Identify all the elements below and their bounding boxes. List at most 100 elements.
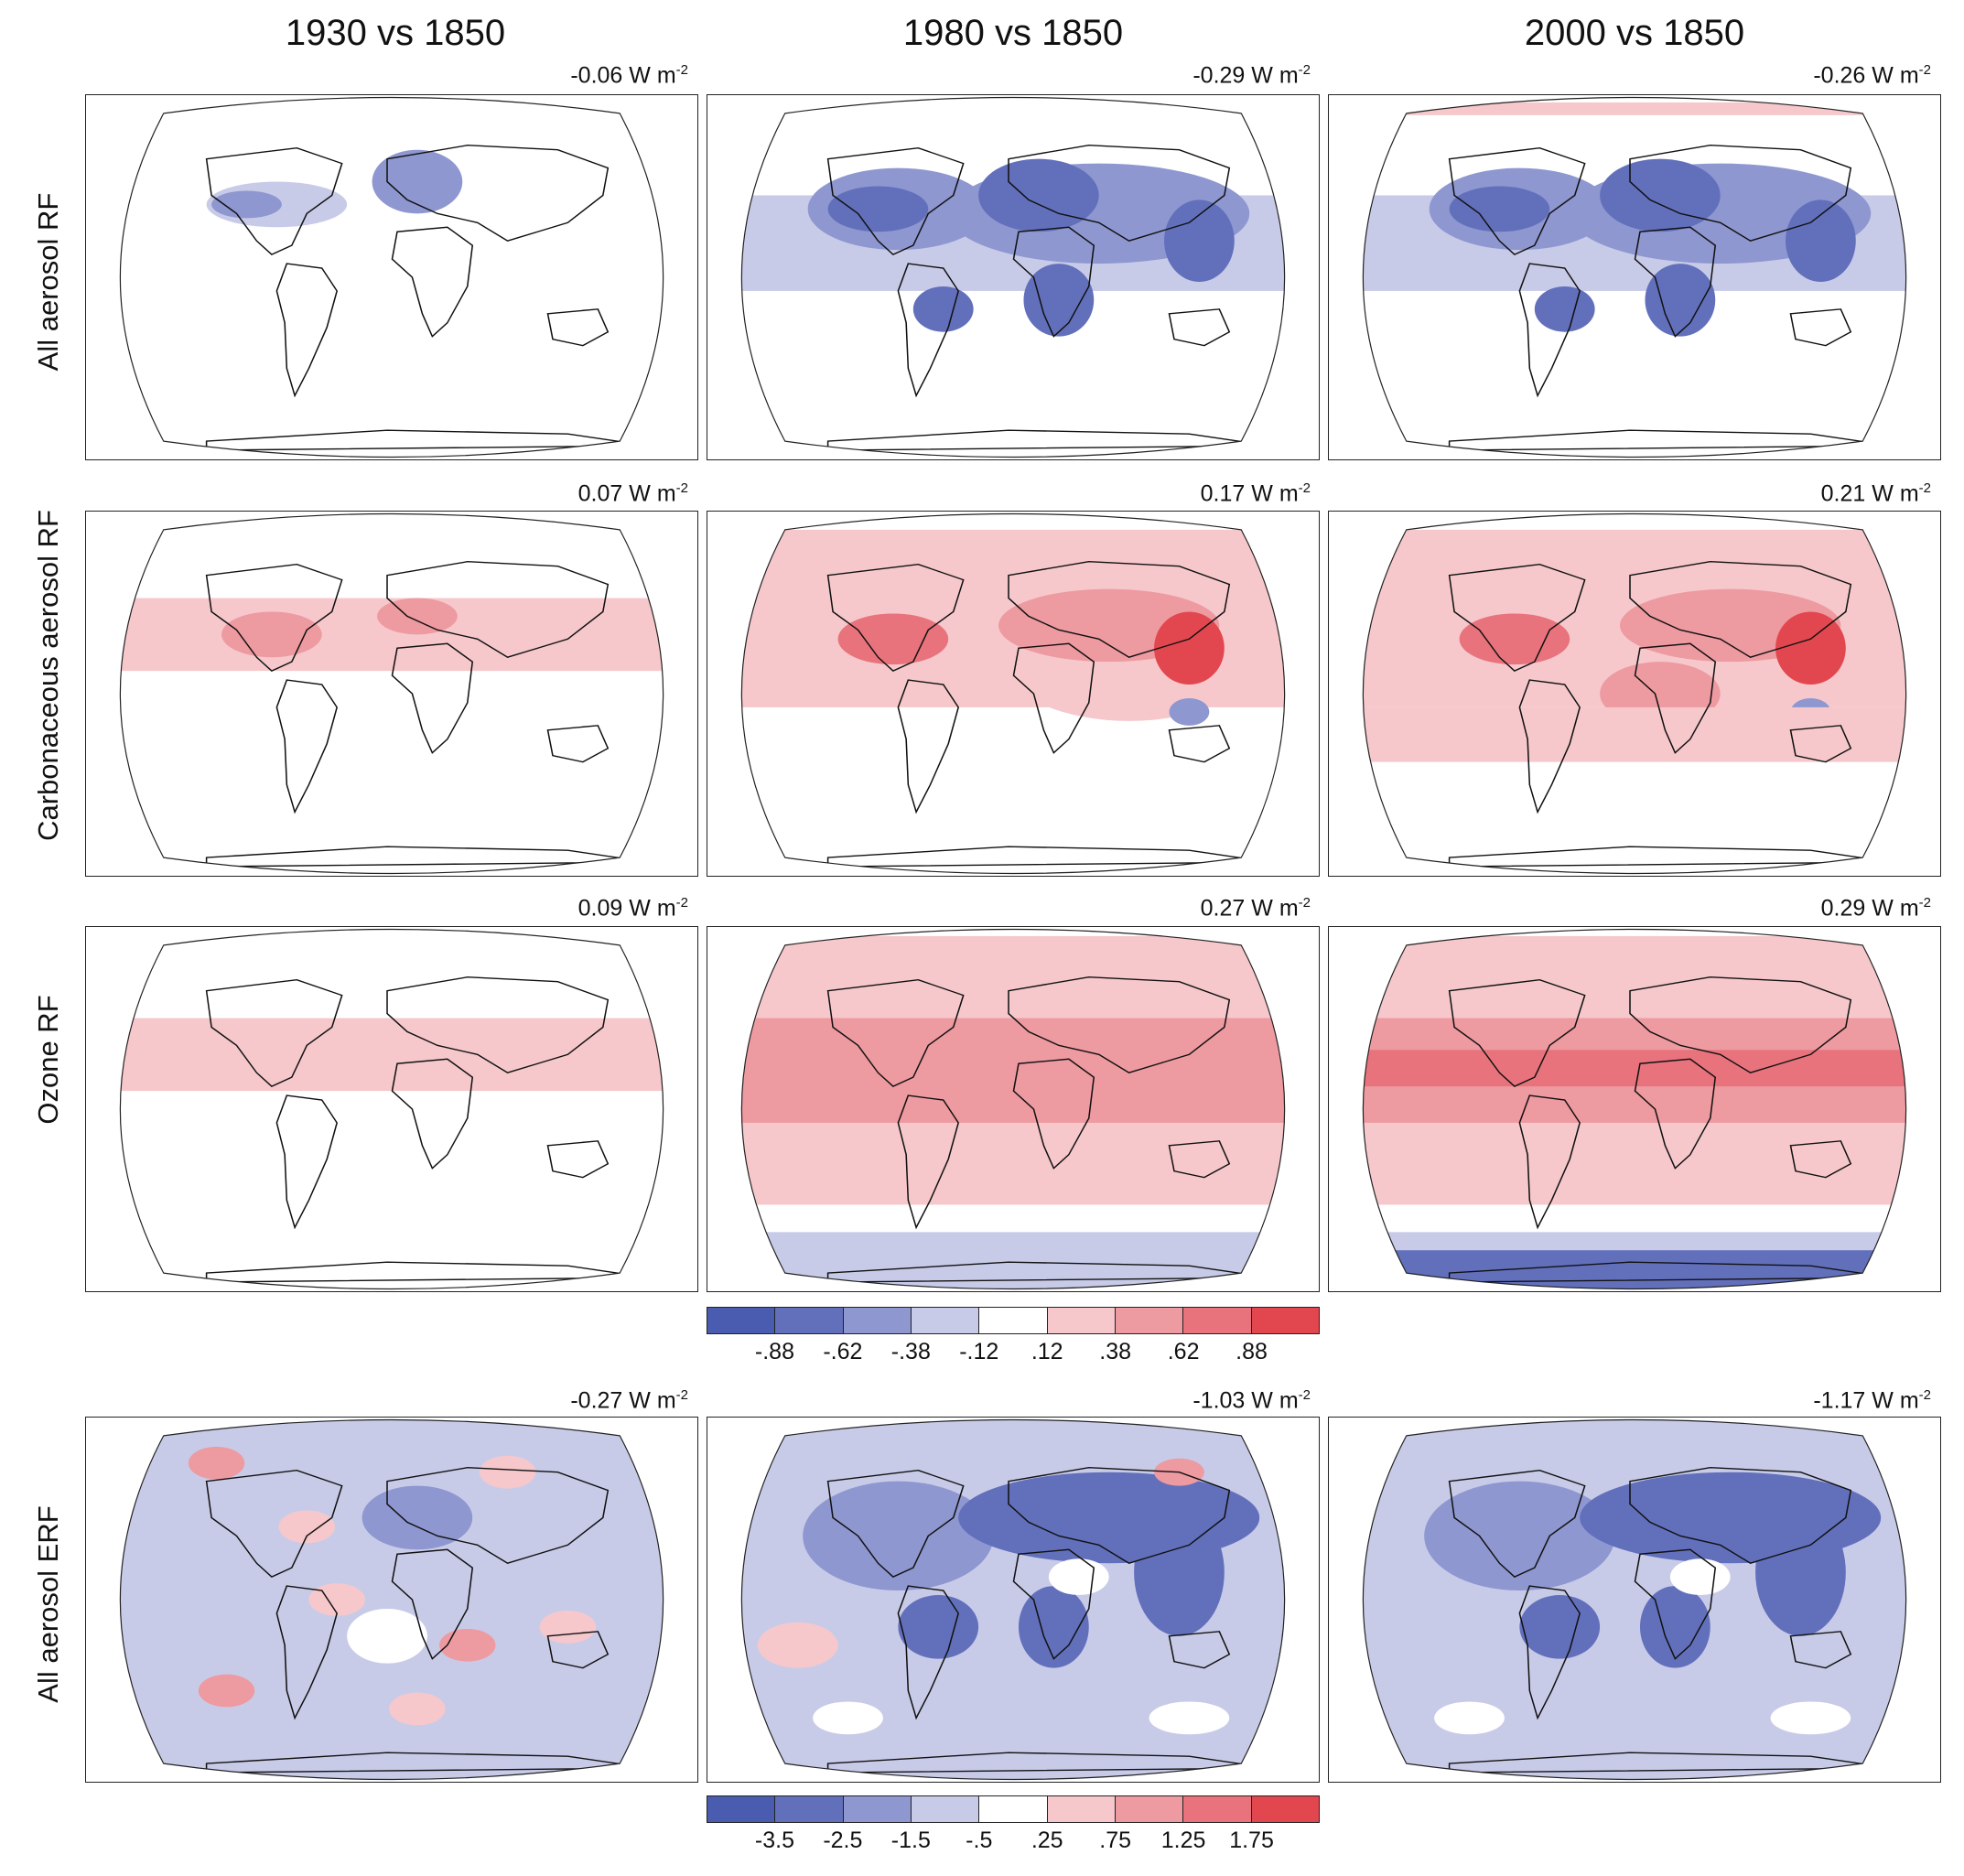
map-outline <box>1362 928 1907 1290</box>
value-label: 0.07 W m-2 <box>577 480 688 507</box>
column-heading-1980: 1980 vs 1850 <box>902 13 1124 53</box>
column-heading-1930: 1930 vs 1850 <box>285 13 506 53</box>
field-patch <box>1134 1508 1225 1636</box>
field-patch <box>211 190 282 219</box>
coastline <box>1789 725 1852 763</box>
coastline <box>1518 1585 1581 1720</box>
map-panel <box>85 94 698 460</box>
colorbar-swatch <box>707 1796 776 1822</box>
colorbar-tick-label: -.88 <box>754 1339 794 1364</box>
value-label: -1.03 W m-2 <box>1192 1387 1311 1414</box>
map-panel <box>707 926 1320 1292</box>
field-patch <box>198 1674 255 1708</box>
colorbar-erf-ticks: -3.5 -2.5 -1.5 -.5 .25 .75 1.25 1.75 <box>707 1827 1320 1859</box>
row-label-carbonaceous-rf: Carbonaceous aerosol RF <box>32 510 64 841</box>
field-patch <box>1534 286 1595 332</box>
field-patch <box>1434 1701 1505 1735</box>
coastline <box>1448 978 1586 1087</box>
field-patch <box>1363 1419 1906 1780</box>
colorbar-tick-label: -.62 <box>823 1339 863 1364</box>
colorbar-tick-label: 1.25 <box>1160 1827 1206 1853</box>
colorbar-swatch <box>775 1796 844 1822</box>
coastline <box>1168 1140 1231 1179</box>
coastline <box>386 1467 610 1564</box>
coastline <box>1629 145 1852 242</box>
coastline <box>1789 1140 1852 1179</box>
coastline <box>826 978 965 1087</box>
coastline <box>386 561 610 658</box>
coastline <box>205 846 649 868</box>
colorbar-swatch <box>1183 1796 1252 1822</box>
value-label: -0.26 W m-2 <box>1813 62 1931 89</box>
coastline <box>1012 1058 1095 1170</box>
field-patch <box>757 1622 838 1668</box>
colorbar-tick-label: 1.75 <box>1229 1827 1274 1853</box>
field-patch <box>1424 1481 1615 1591</box>
colorbar-tick-label: -.38 <box>890 1339 931 1364</box>
colorbar-tick-label: .25 <box>1031 1827 1063 1853</box>
field-patch <box>1164 199 1235 282</box>
value-label: 0.27 W m-2 <box>1200 895 1311 922</box>
field-patch <box>347 1608 427 1664</box>
coastline <box>1008 976 1231 1073</box>
colorbar-swatch <box>1115 1308 1184 1333</box>
coastline <box>1008 561 1231 658</box>
map-outline <box>119 928 664 1290</box>
row-label-all-aerosol-rf: All aerosol RF <box>32 192 64 372</box>
field-patch <box>1169 697 1210 726</box>
coastline <box>205 1469 343 1578</box>
coastline <box>897 1094 960 1230</box>
coastline <box>826 563 965 672</box>
colorbar-tick-label: .12 <box>1031 1339 1063 1364</box>
value-label: 0.09 W m-2 <box>577 895 688 922</box>
field-patch <box>1154 611 1225 685</box>
coastline <box>546 725 610 763</box>
value-label: -0.27 W m-2 <box>570 1387 688 1414</box>
coastline <box>275 679 339 814</box>
colorbar-rf <box>707 1307 1320 1334</box>
coastline <box>391 226 474 338</box>
coastline <box>275 1585 339 1720</box>
colorbar-tick-label: -3.5 <box>754 1827 794 1853</box>
column-heading-2000: 2000 vs 1850 <box>1524 13 1745 53</box>
field-patch <box>389 1692 446 1726</box>
colorbar-tick-label: -.12 <box>959 1339 999 1364</box>
colorbar-swatch <box>1251 1796 1319 1822</box>
field-patch <box>120 1018 664 1092</box>
field-patch <box>898 1595 979 1659</box>
colorbar-tick-label: -.5 <box>966 1827 993 1853</box>
field-patch <box>1775 611 1846 685</box>
colorbar-tick-label: .88 <box>1236 1339 1268 1364</box>
coastline <box>1168 725 1231 763</box>
colorbar-tick-label: .62 <box>1167 1339 1200 1364</box>
coastline <box>205 978 343 1087</box>
field-patch <box>1449 186 1550 232</box>
value-label: -1.17 W m-2 <box>1813 1387 1931 1414</box>
colorbar-swatch <box>843 1796 912 1822</box>
field-patch <box>741 1419 1285 1780</box>
field-patch <box>278 1510 335 1544</box>
coastline <box>1629 976 1852 1073</box>
map-outline <box>119 512 664 875</box>
field-patch <box>1378 1622 1460 1668</box>
value-label: 0.21 W m-2 <box>1820 480 1931 507</box>
map-panel <box>1328 926 1941 1292</box>
coastline <box>1168 1631 1231 1669</box>
coastline <box>1448 146 1586 255</box>
field-patch <box>188 1446 245 1480</box>
coastline <box>826 846 1270 868</box>
coastline <box>1012 1548 1095 1660</box>
field-patch <box>1669 1558 1731 1596</box>
colorbar-erf <box>707 1795 1320 1823</box>
field-patch <box>1645 264 1716 337</box>
field-patch <box>813 1701 883 1735</box>
map-outline <box>119 96 664 458</box>
colorbar-tick-label: .75 <box>1099 1827 1132 1853</box>
colorbar-tick-label: -1.5 <box>890 1827 931 1853</box>
field-patch <box>1459 613 1570 665</box>
coastline <box>386 976 610 1073</box>
coastline <box>391 1058 474 1170</box>
coastline <box>1448 429 1892 451</box>
value-label: -0.06 W m-2 <box>570 62 688 89</box>
map-panel <box>1328 94 1941 460</box>
